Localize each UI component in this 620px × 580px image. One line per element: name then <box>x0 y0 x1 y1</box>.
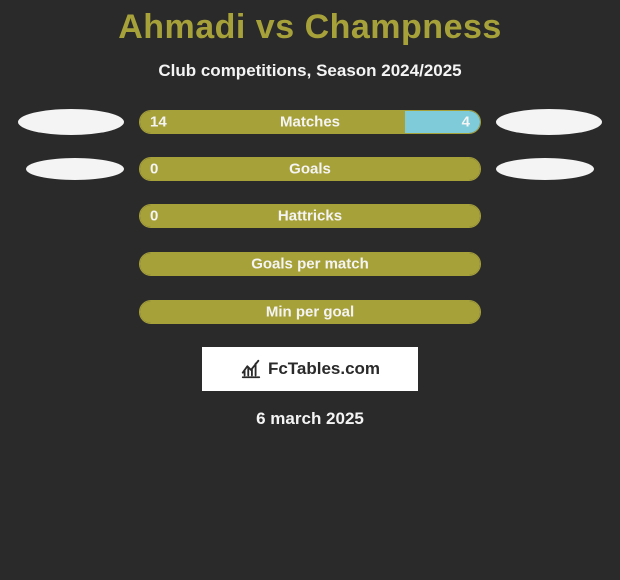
stat-row-goals: Goals0 <box>0 157 620 181</box>
bar-left-fill <box>140 301 480 323</box>
player-left-placeholder <box>18 299 124 325</box>
stat-row-matches: Matches144 <box>0 109 620 135</box>
page-title: Ahmadi vs Champness <box>0 8 620 47</box>
player-right-placeholder <box>496 251 602 277</box>
subtitle: Club competitions, Season 2024/2025 <box>0 61 620 81</box>
player-right-placeholder <box>496 203 602 229</box>
bar-left-fill <box>140 111 405 133</box>
bar-right-fill <box>405 111 480 133</box>
chart-container: Ahmadi vs Champness Club competitions, S… <box>0 0 620 580</box>
stat-bar-matches: Matches144 <box>139 110 481 134</box>
bar-left-fill <box>140 205 480 227</box>
chart-icon <box>240 358 262 380</box>
stat-row-hattricks: Hattricks0 <box>0 203 620 229</box>
stat-bar-hattricks: Hattricks0 <box>139 204 481 228</box>
player-right-marker <box>496 109 602 135</box>
player-left-placeholder <box>18 251 124 277</box>
bar-left-fill <box>140 158 480 180</box>
stat-bar-goals: Goals0 <box>139 157 481 181</box>
player-left-marker <box>26 158 124 180</box>
stat-bar-min-per-goal: Min per goal <box>139 300 481 324</box>
player-right-placeholder <box>496 299 602 325</box>
site-logo: FcTables.com <box>202 347 418 391</box>
stat-row-min-per-goal: Min per goal <box>0 299 620 325</box>
bar-left-fill <box>140 253 480 275</box>
player-right-marker <box>496 158 594 180</box>
logo-text: FcTables.com <box>268 359 380 379</box>
date-label: 6 march 2025 <box>0 409 620 429</box>
stat-row-goals-per-match: Goals per match <box>0 251 620 277</box>
player-left-marker <box>18 109 124 135</box>
stat-bar-goals-per-match: Goals per match <box>139 252 481 276</box>
stat-rows: Matches144 Goals0 Hattricks0 Goals per matc… <box>0 109 620 325</box>
player-left-placeholder <box>18 203 124 229</box>
